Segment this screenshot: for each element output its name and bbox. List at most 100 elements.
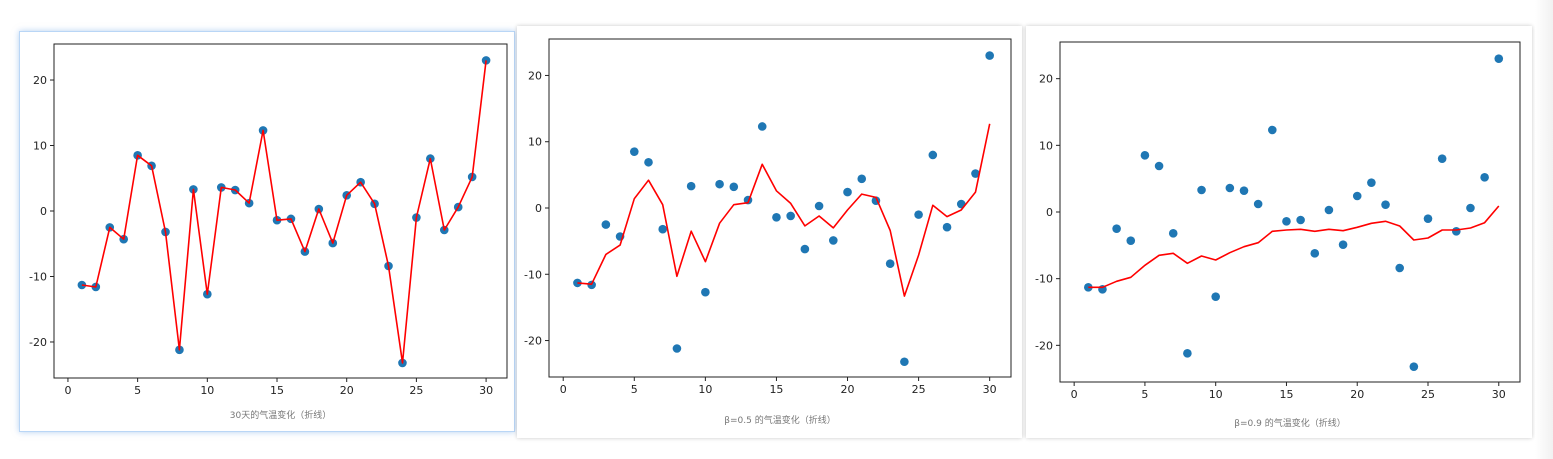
x-tick-label: 5: [631, 383, 638, 396]
x-tick-label: 25: [409, 384, 423, 397]
series-line: [81, 60, 487, 364]
x-tick-label: 5: [1141, 388, 1148, 401]
data-point: [1112, 224, 1121, 233]
y-tick-label: 20: [528, 69, 542, 82]
y-tick-label: -20: [29, 336, 47, 349]
y-tick-label: 10: [1039, 139, 1053, 152]
data-point: [1126, 236, 1136, 245]
x-tick-label: 20: [1350, 388, 1364, 401]
data-point: [1452, 227, 1461, 236]
data-point: [914, 210, 923, 219]
data-point: [829, 236, 838, 245]
data-point: [1211, 292, 1220, 301]
x-tick-label: 5: [134, 384, 141, 397]
data-point: [1168, 229, 1178, 238]
data-point: [1395, 263, 1404, 273]
data-point: [701, 287, 710, 297]
chart-svg: 0 5 10 15 20 25 30 -20 -10 0 10 20 β=0.5 的气温变化（折线）: [524, 38, 1012, 426]
y-tick-label: 20: [1039, 73, 1053, 86]
data-point: [857, 174, 867, 184]
data-point: [1253, 199, 1263, 209]
y-tick-label: -10: [29, 270, 47, 283]
plot-frame: [53, 43, 508, 379]
data-point: [757, 122, 767, 131]
chart-caption: 30天的气温变化（折线）: [230, 409, 331, 421]
y-tick-label: 20: [33, 74, 47, 87]
data-point: [644, 157, 653, 167]
data-point: [814, 201, 824, 211]
data-point: [1225, 183, 1235, 193]
x-tick-label: 10: [1209, 388, 1223, 401]
data-point: [77, 280, 87, 290]
y-tick-label: -20: [524, 335, 542, 348]
data-point: [1154, 161, 1164, 171]
y-tick-label: -10: [524, 268, 542, 281]
data-point: [1437, 154, 1447, 163]
data-point: [971, 169, 980, 178]
x-tick-label: 0: [560, 383, 567, 396]
data-point: [1423, 214, 1433, 223]
data-point: [1296, 215, 1305, 225]
data-point: [942, 222, 952, 232]
data-point: [729, 182, 739, 192]
plot-frame: [1059, 41, 1521, 383]
data-point: [1494, 54, 1504, 63]
plot-frame: [548, 38, 1012, 378]
series-line: [577, 123, 991, 297]
data-point: [985, 51, 994, 60]
chart-panel-beta-0-5: 0 5 10 15 20 25 30 -20 -10 0 10 20 β=0.5 的气温变化（折线）: [517, 26, 1022, 438]
data-point: [601, 220, 611, 229]
chart-svg: 0 5 10 15 20 25 30 -20 -10 0 10 20 β=0.9 的气温变化（折线）: [1035, 41, 1521, 429]
data-point: [800, 244, 810, 254]
data-point: [885, 259, 895, 268]
data-point: [1282, 217, 1291, 226]
y-tick-label: 0: [535, 202, 542, 215]
chart-panel-beta-0-9: 0 5 10 15 20 25 30 -20 -10 0 10 20 β=0.9 的气温变化（折线）: [1026, 26, 1532, 438]
data-point: [786, 211, 795, 221]
data-point: [629, 147, 639, 156]
chart-caption: β=0.5 的气温变化（折线）: [724, 414, 835, 426]
data-point: [715, 179, 724, 189]
x-tick-label: 30: [983, 383, 997, 396]
data-point: [1140, 151, 1150, 160]
chart-svg: 0 5 10 15 20 25 30 -20 -10 0 10 20 30天的气温变化（折线）: [29, 43, 508, 421]
data-point: [928, 150, 938, 160]
data-point: [1352, 191, 1362, 201]
data-point: [1381, 200, 1390, 209]
y-tick-label: -10: [1035, 273, 1053, 286]
data-point: [900, 357, 909, 367]
data-point: [1268, 125, 1277, 135]
page-edge-shadow: [1535, 0, 1553, 459]
x-tick-label: 30: [479, 384, 493, 397]
data-point: [1466, 203, 1475, 213]
x-tick-label: 10: [200, 384, 214, 397]
chart-panel-raw: 0 5 10 15 20 25 30 -20 -10 0 10 20 30天的气温变化（折线）: [19, 31, 515, 432]
data-point: [1480, 173, 1489, 182]
data-point: [1338, 240, 1348, 249]
x-tick-label: 0: [64, 384, 71, 397]
x-tick-label: 15: [769, 383, 783, 396]
data-point: [672, 344, 682, 353]
data-point: [481, 56, 491, 65]
data-point: [843, 187, 852, 197]
data-point: [1367, 178, 1376, 187]
y-tick-label: 10: [33, 140, 47, 153]
y-tick-label: 10: [528, 136, 542, 149]
data-point: [1409, 362, 1419, 371]
y-tick-label: 0: [40, 205, 47, 218]
chart-caption: β=0.9 的气温变化（折线）: [1234, 417, 1345, 429]
data-point: [686, 181, 696, 191]
series-line: [1088, 205, 1500, 289]
x-tick-label: 25: [1421, 388, 1435, 401]
x-tick-label: 25: [912, 383, 926, 396]
data-point: [772, 212, 781, 222]
data-point: [1310, 249, 1320, 258]
data-point: [1183, 349, 1192, 358]
data-point: [1324, 205, 1334, 215]
x-tick-label: 15: [270, 384, 284, 397]
x-tick-label: 20: [841, 383, 855, 396]
y-tick-label: 0: [1046, 206, 1053, 219]
x-tick-label: 30: [1492, 388, 1506, 401]
data-point: [1197, 185, 1206, 195]
y-tick-label: -20: [1035, 339, 1053, 352]
